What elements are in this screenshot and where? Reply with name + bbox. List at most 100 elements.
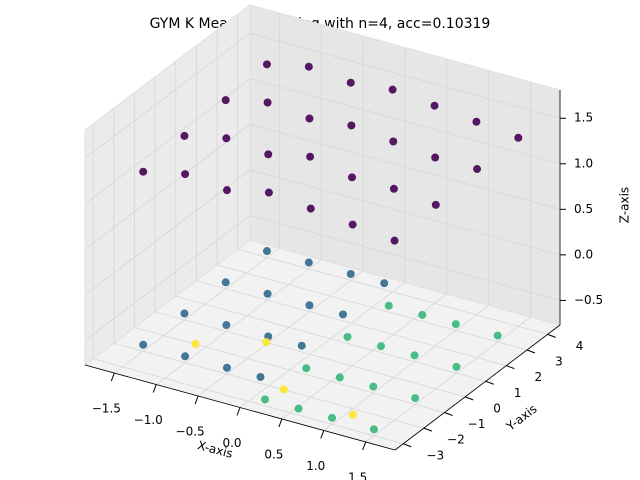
point (369, 382, 378, 391)
z-tick-label: 1.0 (574, 156, 593, 170)
z-axis-label: Z-axis (618, 187, 632, 223)
x-tick (320, 430, 325, 439)
point (389, 184, 398, 193)
y-tick (526, 349, 536, 354)
point (347, 121, 356, 130)
grid-line (197, 36, 364, 397)
point (306, 204, 315, 213)
x-tick (278, 418, 283, 428)
point (297, 341, 306, 350)
point (348, 220, 357, 229)
point (264, 150, 273, 159)
x-tick-label: 0.0 (222, 436, 241, 450)
x-tick (362, 441, 367, 451)
point (263, 98, 272, 107)
point (328, 413, 337, 422)
point (221, 278, 230, 287)
grid-line (84, 78, 561, 205)
point (180, 131, 189, 140)
point (294, 404, 303, 413)
x-tick-label: 1.5 (348, 470, 367, 480)
point (304, 62, 313, 71)
point (380, 279, 389, 288)
grid-line (175, 61, 486, 382)
y-tick-label: 0 (493, 401, 501, 415)
y-axis-label: Y-axis (503, 402, 540, 434)
x-tick-label: −1.5 (92, 402, 121, 416)
point (346, 78, 355, 87)
x-axis-line (84, 364, 396, 451)
x-tick (194, 395, 199, 405)
y-axis-line (394, 324, 561, 451)
grid-line (365, 81, 532, 443)
y-tick (444, 412, 453, 416)
point (262, 338, 271, 347)
point (279, 385, 288, 394)
z-tick-label: 0.0 (574, 247, 593, 261)
point (180, 309, 189, 318)
point (181, 352, 190, 361)
point (304, 258, 313, 267)
point (431, 153, 440, 162)
point (306, 152, 315, 161)
y-tick (547, 333, 556, 338)
grid-line (155, 24, 322, 385)
y-tick-label: 2 (535, 370, 543, 384)
point (452, 362, 461, 371)
point (388, 85, 397, 94)
point (139, 167, 148, 176)
point (262, 60, 271, 69)
point (430, 101, 439, 110)
point (348, 410, 357, 419)
point (418, 310, 427, 319)
point (348, 173, 357, 182)
point (369, 425, 378, 434)
y-tick-label: 3 (555, 355, 563, 369)
point (346, 270, 355, 279)
point (256, 372, 265, 381)
point (139, 340, 148, 349)
point (222, 134, 231, 143)
point (222, 321, 231, 330)
grid-line (195, 45, 507, 367)
y-tick-label: −1 (468, 417, 486, 431)
y-tick-label: −3 (426, 448, 444, 462)
x-tick-label: 0.5 (264, 447, 283, 461)
point (384, 301, 393, 310)
y-tick-label: 1 (514, 386, 522, 400)
x-tick-label: −1.0 (134, 413, 163, 427)
point (181, 170, 190, 179)
point (343, 332, 352, 341)
point (514, 133, 523, 142)
grid-line (216, 30, 528, 351)
grid-line (92, 123, 404, 445)
x-tick-label: −0.5 (176, 425, 205, 439)
point (191, 339, 200, 348)
point (221, 96, 230, 105)
grid-line (84, 214, 561, 341)
point (472, 117, 481, 126)
point (390, 236, 399, 245)
x-tick (236, 407, 241, 416)
point (431, 200, 440, 209)
grid-line (84, 123, 561, 250)
point (305, 114, 314, 123)
point (473, 165, 482, 174)
point (261, 395, 270, 404)
point (411, 394, 420, 403)
y-tick (506, 365, 515, 370)
grid-line (154, 76, 466, 398)
grid-line (323, 70, 490, 431)
point (389, 137, 398, 146)
z-tick-label: 0.5 (574, 202, 593, 216)
y-tick-label: −2 (447, 433, 465, 447)
point (338, 310, 347, 319)
point (302, 364, 311, 373)
point (377, 342, 386, 351)
grid-line (114, 13, 280, 374)
grid-line (237, 14, 548, 335)
y-tick (464, 396, 474, 401)
point (264, 188, 273, 197)
y-tick-label: 4 (576, 339, 584, 353)
